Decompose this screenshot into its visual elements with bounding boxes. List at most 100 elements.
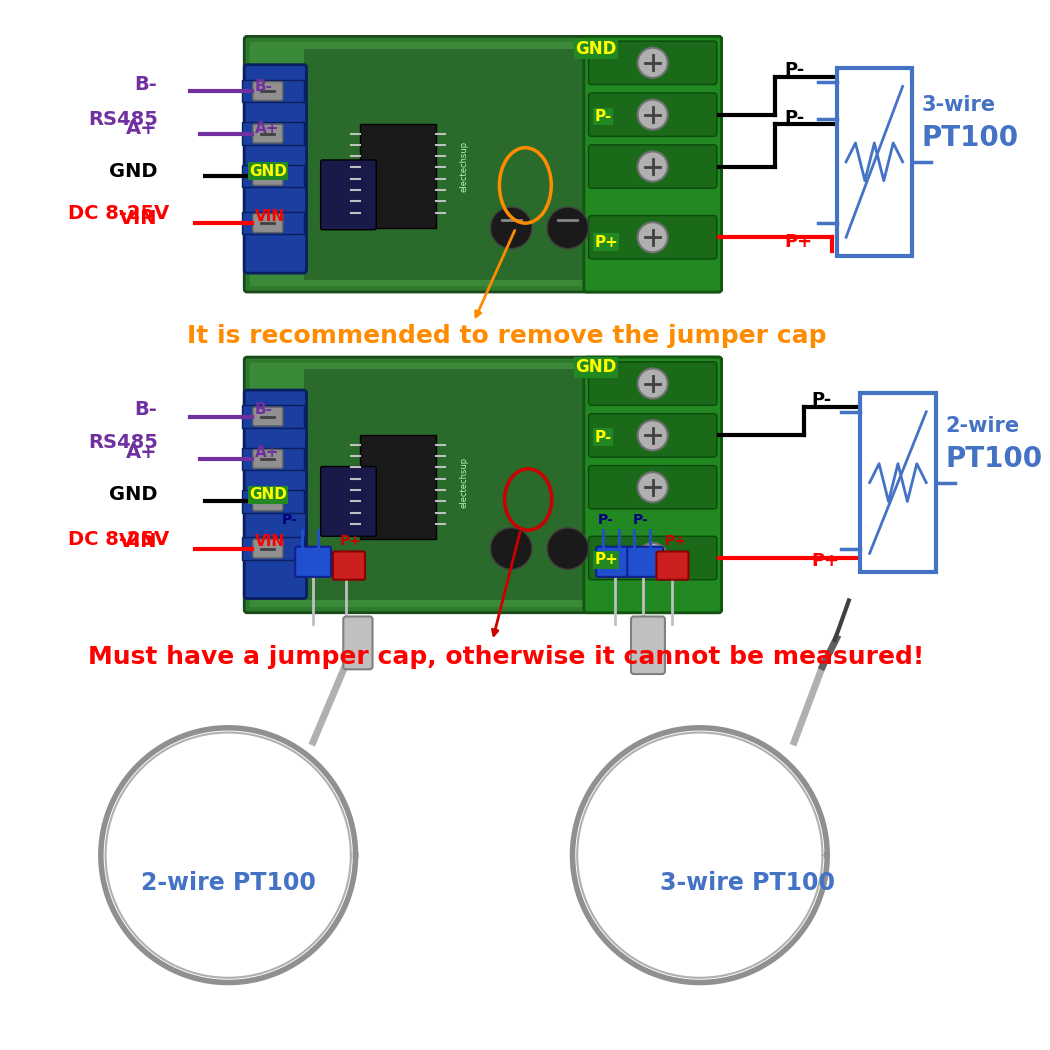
- Bar: [243, 80, 303, 103]
- FancyBboxPatch shape: [245, 357, 721, 613]
- Circle shape: [490, 528, 532, 569]
- FancyBboxPatch shape: [245, 37, 721, 292]
- FancyBboxPatch shape: [295, 547, 331, 576]
- FancyBboxPatch shape: [253, 124, 282, 143]
- Bar: [243, 447, 303, 470]
- Text: B-: B-: [134, 75, 158, 94]
- FancyBboxPatch shape: [253, 82, 282, 101]
- FancyBboxPatch shape: [253, 492, 282, 511]
- Bar: [243, 538, 303, 560]
- Text: P-: P-: [597, 513, 613, 527]
- Text: P-: P-: [784, 108, 805, 126]
- Bar: [837, 67, 912, 256]
- FancyBboxPatch shape: [333, 551, 365, 580]
- FancyBboxPatch shape: [589, 93, 717, 136]
- FancyBboxPatch shape: [589, 465, 717, 509]
- Text: VIN: VIN: [254, 534, 285, 549]
- Bar: [243, 490, 303, 512]
- Text: P+: P+: [812, 552, 839, 570]
- FancyBboxPatch shape: [589, 537, 717, 580]
- Circle shape: [637, 151, 668, 182]
- Text: P-: P-: [784, 61, 805, 80]
- Text: GND: GND: [109, 162, 158, 181]
- Circle shape: [547, 528, 589, 569]
- Circle shape: [637, 369, 668, 399]
- Text: A+: A+: [126, 443, 158, 462]
- FancyBboxPatch shape: [250, 362, 716, 607]
- Text: GND: GND: [575, 358, 616, 377]
- Text: P-: P-: [281, 513, 297, 527]
- Text: P+: P+: [784, 233, 813, 251]
- FancyBboxPatch shape: [589, 414, 717, 457]
- Text: A+: A+: [254, 122, 279, 136]
- FancyBboxPatch shape: [596, 547, 632, 576]
- Text: GND: GND: [249, 164, 287, 179]
- FancyBboxPatch shape: [589, 41, 717, 84]
- FancyBboxPatch shape: [253, 539, 282, 558]
- Text: P-: P-: [594, 109, 611, 124]
- Bar: [243, 405, 303, 427]
- FancyBboxPatch shape: [245, 65, 307, 273]
- Text: B-: B-: [134, 400, 158, 419]
- FancyBboxPatch shape: [320, 466, 376, 537]
- Text: electechsup: electechsup: [460, 141, 468, 192]
- FancyBboxPatch shape: [253, 167, 282, 186]
- Circle shape: [637, 472, 668, 502]
- Text: VIN: VIN: [119, 209, 158, 228]
- Text: electechsup: electechsup: [460, 457, 468, 508]
- FancyBboxPatch shape: [627, 547, 663, 576]
- Text: It is recommended to remove the jumper cap: It is recommended to remove the jumper c…: [187, 324, 826, 349]
- Text: RS485: RS485: [88, 434, 159, 453]
- Bar: [243, 165, 303, 187]
- Circle shape: [637, 223, 668, 252]
- Text: PT100: PT100: [945, 445, 1043, 472]
- Bar: [360, 124, 436, 228]
- Text: 3-wire: 3-wire: [922, 96, 995, 116]
- Text: GND: GND: [109, 485, 158, 504]
- Bar: [243, 122, 303, 145]
- Text: P+: P+: [594, 552, 618, 567]
- Text: RS485: RS485: [88, 110, 159, 129]
- Text: 3-wire PT100: 3-wire PT100: [659, 872, 835, 896]
- Text: GND: GND: [575, 40, 616, 58]
- FancyBboxPatch shape: [656, 551, 689, 580]
- Text: P+: P+: [340, 534, 362, 548]
- FancyBboxPatch shape: [589, 215, 717, 259]
- Text: DC 8-25V: DC 8-25V: [68, 529, 169, 549]
- Bar: [303, 370, 606, 601]
- FancyBboxPatch shape: [253, 449, 282, 468]
- Text: P-: P-: [632, 513, 648, 527]
- FancyBboxPatch shape: [320, 160, 376, 230]
- Text: DC 8-25V: DC 8-25V: [68, 204, 169, 224]
- Bar: [860, 393, 936, 572]
- Circle shape: [637, 100, 668, 130]
- Text: P-: P-: [812, 392, 832, 410]
- FancyBboxPatch shape: [343, 616, 373, 669]
- FancyBboxPatch shape: [584, 37, 721, 292]
- FancyBboxPatch shape: [589, 145, 717, 188]
- Circle shape: [490, 207, 532, 249]
- Text: A+: A+: [126, 120, 158, 139]
- Text: P+: P+: [665, 534, 687, 548]
- Text: VIN: VIN: [254, 209, 285, 224]
- Text: A+: A+: [254, 445, 279, 460]
- FancyBboxPatch shape: [584, 357, 721, 613]
- FancyBboxPatch shape: [253, 214, 282, 233]
- Text: VIN: VIN: [119, 532, 158, 551]
- Bar: [360, 436, 436, 539]
- FancyBboxPatch shape: [631, 616, 665, 674]
- Text: Must have a jumper cap, otherwise it cannot be measured!: Must have a jumper cap, otherwise it can…: [88, 645, 925, 669]
- Text: P-: P-: [594, 429, 611, 445]
- Text: GND: GND: [249, 487, 287, 502]
- Text: 2-wire: 2-wire: [945, 416, 1020, 436]
- Circle shape: [547, 207, 589, 249]
- FancyBboxPatch shape: [245, 391, 307, 598]
- Text: P+: P+: [594, 234, 618, 250]
- Bar: [303, 48, 606, 279]
- FancyBboxPatch shape: [253, 407, 282, 426]
- Text: B-: B-: [254, 79, 273, 93]
- Circle shape: [637, 420, 668, 450]
- FancyBboxPatch shape: [589, 362, 717, 405]
- FancyBboxPatch shape: [250, 42, 716, 287]
- Text: B-: B-: [254, 402, 273, 418]
